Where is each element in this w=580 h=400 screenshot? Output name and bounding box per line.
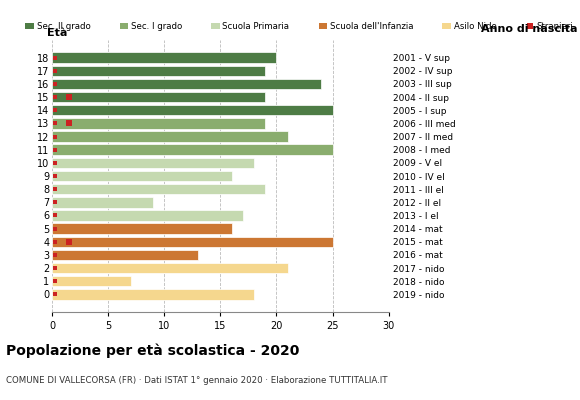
Text: COMUNE DI VALLECORSA (FR) · Dati ISTAT 1° gennaio 2020 · Elaborazione TUTTITALIA: COMUNE DI VALLECORSA (FR) · Dati ISTAT 1… xyxy=(6,376,387,385)
Text: Anno di nascita: Anno di nascita xyxy=(481,24,577,34)
Bar xyxy=(52,263,288,273)
Bar xyxy=(52,79,321,89)
Text: Età: Età xyxy=(46,28,67,38)
Bar xyxy=(52,184,265,194)
Bar xyxy=(52,250,198,260)
Bar xyxy=(52,52,277,63)
Bar xyxy=(52,289,254,300)
Bar xyxy=(52,223,231,234)
Bar xyxy=(52,118,265,129)
Bar xyxy=(52,105,332,116)
Bar xyxy=(52,66,265,76)
Legend: Sec. II grado, Sec. I grado, Scuola Primaria, Scuola dell'Infanzia, Asilo Nido, : Sec. II grado, Sec. I grado, Scuola Prim… xyxy=(22,19,577,34)
Bar xyxy=(52,210,243,221)
Bar xyxy=(52,171,231,181)
Bar xyxy=(52,92,265,102)
Bar xyxy=(52,144,332,155)
Bar xyxy=(52,236,332,247)
Bar xyxy=(52,276,130,286)
Bar xyxy=(52,197,153,208)
Bar xyxy=(52,131,288,142)
Bar xyxy=(52,158,254,168)
Text: Popolazione per età scolastica - 2020: Popolazione per età scolastica - 2020 xyxy=(6,344,299,358)
